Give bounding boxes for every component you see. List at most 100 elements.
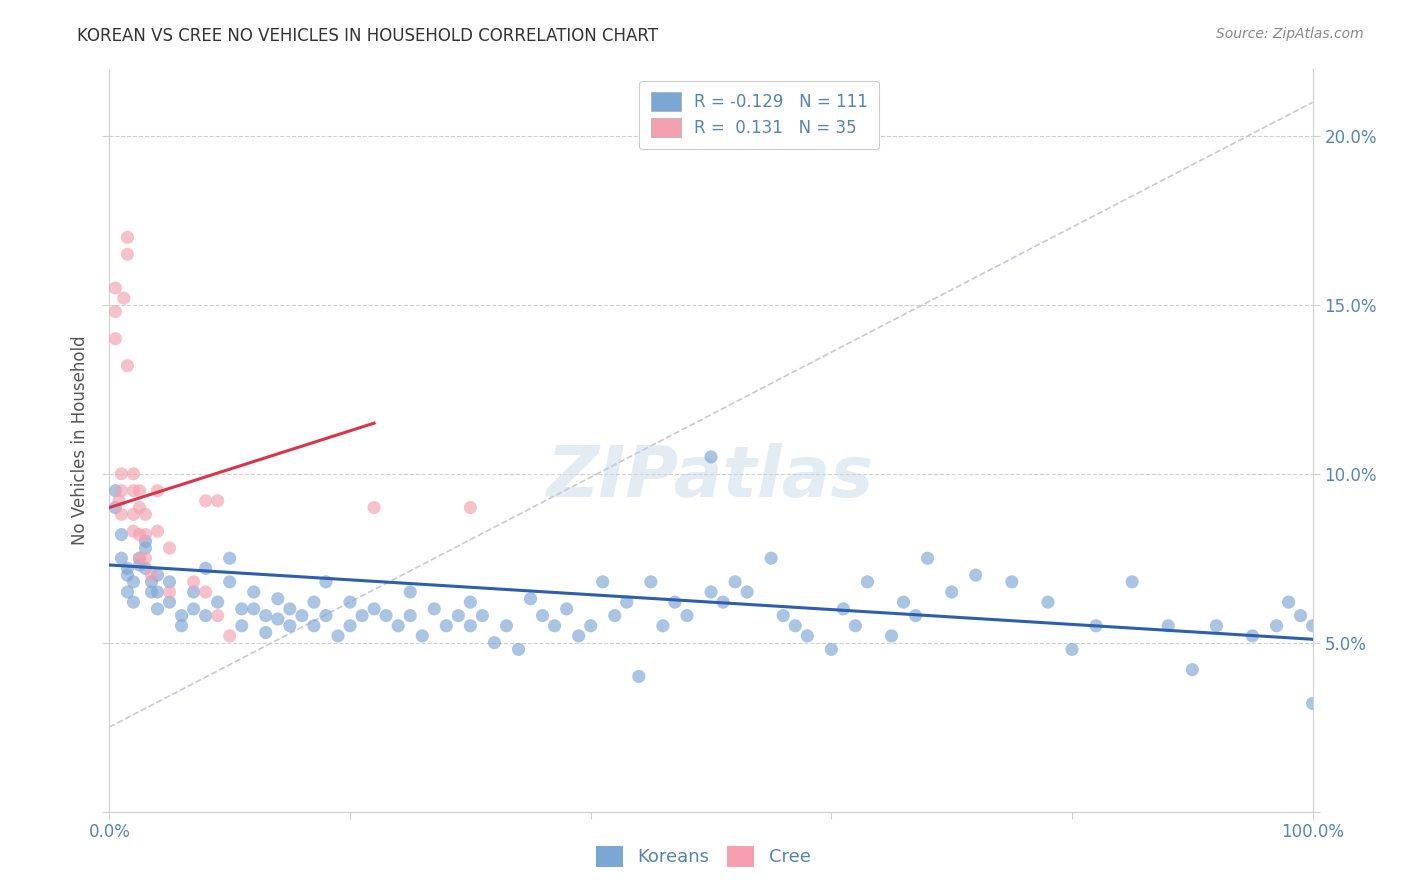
Point — [1241, 629, 1264, 643]
Point — [128, 558, 150, 572]
Legend: R = -0.129   N = 111, R =  0.131   N = 35: R = -0.129 N = 111, R = 0.131 N = 35 — [638, 80, 879, 149]
Point — [291, 608, 314, 623]
Point — [1157, 619, 1180, 633]
Point — [941, 585, 963, 599]
Point — [1302, 697, 1324, 711]
Text: ZIPatlas: ZIPatlas — [547, 442, 875, 512]
Point — [218, 551, 240, 566]
Point — [856, 574, 879, 589]
Point — [117, 568, 139, 582]
Point — [460, 500, 482, 515]
Point — [1181, 663, 1204, 677]
Point — [423, 602, 446, 616]
Point — [1036, 595, 1059, 609]
Point — [484, 635, 506, 649]
Point — [218, 629, 240, 643]
Point — [651, 619, 673, 633]
Point — [218, 574, 240, 589]
Point — [231, 602, 253, 616]
Point — [183, 585, 205, 599]
Point — [904, 608, 927, 623]
Point — [104, 500, 127, 515]
Point — [411, 629, 433, 643]
Point — [627, 669, 650, 683]
Point — [159, 595, 181, 609]
Point — [700, 585, 723, 599]
Point — [104, 281, 127, 295]
Point — [568, 629, 591, 643]
Point — [339, 619, 361, 633]
Point — [1001, 574, 1024, 589]
Point — [1060, 642, 1083, 657]
Point — [399, 608, 422, 623]
Point — [278, 602, 301, 616]
Point — [134, 551, 156, 566]
Point — [447, 608, 470, 623]
Point — [387, 619, 409, 633]
Point — [1265, 619, 1288, 633]
Point — [104, 304, 127, 318]
Point — [616, 595, 638, 609]
Point — [170, 619, 193, 633]
Point — [1277, 595, 1299, 609]
Point — [122, 467, 145, 481]
Point — [711, 595, 734, 609]
Point — [1205, 619, 1227, 633]
Point — [339, 595, 361, 609]
Point — [254, 625, 277, 640]
Point — [207, 595, 229, 609]
Point — [1121, 574, 1143, 589]
Point — [122, 483, 145, 498]
Point — [159, 574, 181, 589]
Point — [122, 524, 145, 539]
Point — [495, 619, 517, 633]
Point — [122, 508, 145, 522]
Point — [302, 595, 325, 609]
Point — [183, 602, 205, 616]
Point — [242, 585, 264, 599]
Point — [146, 524, 169, 539]
Legend: Koreans, Cree: Koreans, Cree — [588, 838, 818, 874]
Point — [170, 608, 193, 623]
Point — [917, 551, 939, 566]
Point — [117, 585, 139, 599]
Point — [254, 608, 277, 623]
Point — [207, 608, 229, 623]
Point — [965, 568, 987, 582]
Point — [146, 602, 169, 616]
Point — [531, 608, 554, 623]
Text: KOREAN VS CREE NO VEHICLES IN HOUSEHOLD CORRELATION CHART: KOREAN VS CREE NO VEHICLES IN HOUSEHOLD … — [77, 27, 658, 45]
Point — [194, 585, 217, 599]
Point — [363, 602, 385, 616]
Point — [146, 483, 169, 498]
Point — [460, 595, 482, 609]
Text: Source: ZipAtlas.com: Source: ZipAtlas.com — [1216, 27, 1364, 41]
Point — [159, 585, 181, 599]
Point — [844, 619, 866, 633]
Point — [267, 591, 290, 606]
Point — [267, 612, 290, 626]
Point — [128, 551, 150, 566]
Point — [141, 585, 163, 599]
Point — [278, 619, 301, 633]
Point — [1302, 619, 1324, 633]
Point — [640, 574, 662, 589]
Point — [579, 619, 602, 633]
Point — [194, 608, 217, 623]
Point — [117, 230, 139, 244]
Point — [759, 551, 782, 566]
Point — [399, 585, 422, 599]
Point — [141, 568, 163, 582]
Point — [194, 493, 217, 508]
Point — [122, 595, 145, 609]
Point — [832, 602, 855, 616]
Point — [110, 483, 132, 498]
Point — [326, 629, 349, 643]
Point — [676, 608, 699, 623]
Point — [128, 483, 150, 498]
Point — [471, 608, 494, 623]
Point — [134, 527, 156, 541]
Point — [146, 585, 169, 599]
Point — [508, 642, 530, 657]
Point — [735, 585, 758, 599]
